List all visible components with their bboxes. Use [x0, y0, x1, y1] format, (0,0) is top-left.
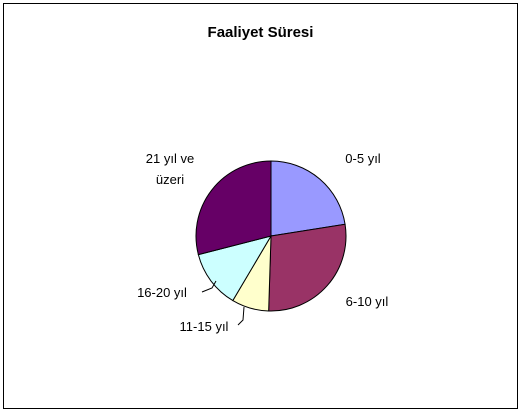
leader-line [237, 306, 245, 326]
slice-label: 16-20 yıl [137, 285, 187, 300]
pie-slice [270, 160, 346, 237]
slice-label: 21 yıl ve üzeri [145, 151, 195, 187]
slice-label: 6-10 yıl [345, 294, 389, 309]
pie-slice [195, 160, 272, 256]
pie-slice [197, 235, 273, 302]
pie-slice [268, 223, 347, 312]
chart-title: Faaliyet Süresi [207, 24, 314, 41]
slice-label: 0-5 yıl [345, 151, 381, 166]
slice-label: 11-15 yıl [179, 319, 229, 334]
leader-line [201, 280, 217, 293]
